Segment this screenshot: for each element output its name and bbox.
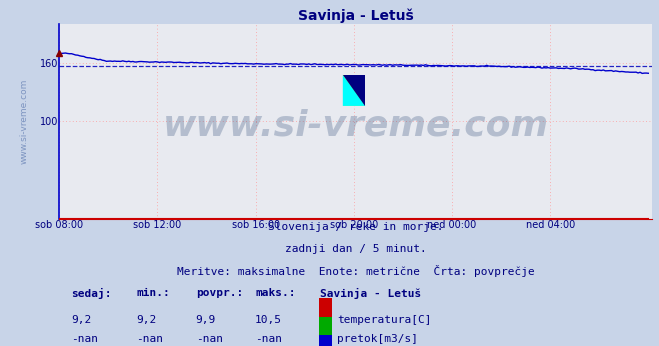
Polygon shape (343, 75, 365, 106)
Polygon shape (343, 75, 365, 106)
Title: Savinja - Letuš: Savinja - Letuš (298, 9, 414, 23)
Text: sedaj:: sedaj: (71, 288, 111, 299)
Text: -nan: -nan (196, 334, 223, 344)
Text: 9,2: 9,2 (71, 315, 92, 325)
Text: zadnji dan / 5 minut.: zadnji dan / 5 minut. (285, 244, 427, 254)
Text: -nan: -nan (136, 334, 163, 344)
Bar (319, 317, 332, 339)
Bar (319, 335, 332, 346)
Text: -nan: -nan (71, 334, 98, 344)
Bar (319, 298, 332, 320)
Text: 9,9: 9,9 (196, 315, 216, 325)
Text: Savinja - Letuš: Savinja - Letuš (320, 288, 422, 299)
Text: temperatura[C]: temperatura[C] (337, 315, 432, 325)
Text: povpr.:: povpr.: (196, 288, 243, 298)
Text: Meritve: maksimalne  Enote: metrične  Črta: povprečje: Meritve: maksimalne Enote: metrične Črta… (177, 265, 534, 276)
Text: maks.:: maks.: (255, 288, 295, 298)
Text: 10,5: 10,5 (255, 315, 282, 325)
Text: -nan: -nan (255, 334, 282, 344)
Text: min.:: min.: (136, 288, 170, 298)
Bar (343, 75, 365, 106)
Text: 9,2: 9,2 (136, 315, 157, 325)
Text: pretok[m3/s]: pretok[m3/s] (337, 334, 418, 344)
Text: www.si-vreme.com: www.si-vreme.com (19, 79, 28, 164)
Text: Slovenija / reke in morje.: Slovenija / reke in morje. (268, 222, 444, 233)
Text: www.si-vreme.com: www.si-vreme.com (163, 108, 549, 142)
